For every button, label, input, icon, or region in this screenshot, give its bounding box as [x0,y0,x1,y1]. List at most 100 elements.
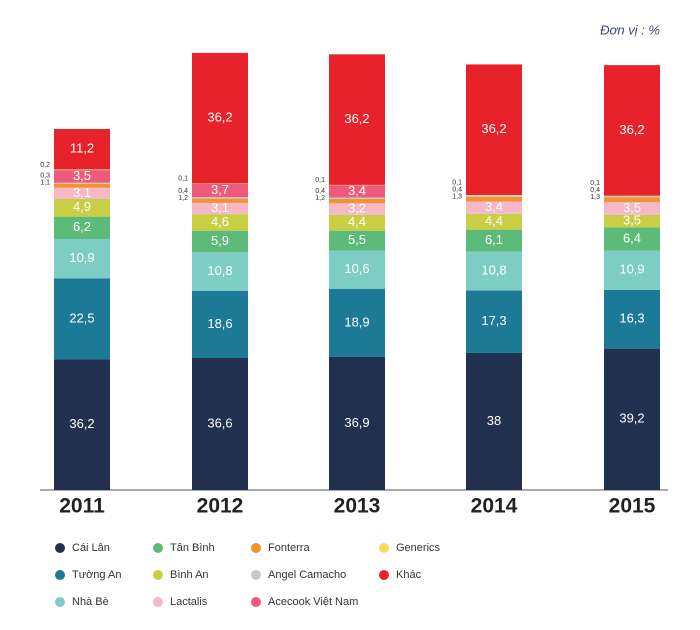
bar-segment [466,64,522,195]
value-label: 0,1 [178,176,188,183]
value-label: 36,2 [344,111,369,126]
bar-segment [329,203,385,215]
bar-segment [604,196,660,198]
bar-segment [604,197,660,203]
bar-segment [466,290,522,353]
legend-swatch [55,570,65,580]
bar-segment [192,183,248,198]
bar-segment [329,288,385,357]
value-label: 36,2 [69,416,94,431]
value-label: 4,9 [73,199,91,214]
bar-segment [604,227,660,251]
value-label: 0,4 [315,188,325,195]
legend-swatch [379,543,389,553]
legend-swatch [153,570,163,580]
value-label: 5,9 [211,233,229,248]
bar-segment [466,201,522,214]
legend-label: Lactalis [170,596,208,608]
x-tick-label: 2011 [59,495,105,518]
legend-swatch [251,570,261,580]
value-label: 1,3 [590,194,600,201]
value-label: 3,1 [73,185,91,200]
value-label: 0,1 [590,180,600,187]
value-label: 36,9 [344,415,369,430]
bar-segment [54,198,110,217]
value-label: 6,4 [623,230,641,245]
bar-segment [192,290,248,358]
value-label: 3,4 [348,183,366,198]
legend-label: Tân Bình [170,542,215,554]
value-label: 0,4 [178,188,188,195]
value-label: 6,2 [73,219,91,234]
bar-segment [54,359,110,490]
bar-segment [54,182,110,184]
value-label: 4,6 [211,214,229,229]
value-label: 0,2 [40,162,50,169]
value-label: 22,5 [69,310,94,325]
value-label: 11,2 [70,141,94,156]
value-label: 3,2 [348,200,366,215]
legend-swatch [55,543,65,553]
legend-label: Angel Camacho [268,569,346,581]
value-label: 3,1 [211,200,229,215]
bar-segment [54,216,110,239]
unit-label: Đơn vị : % [600,22,660,37]
value-label: 10,9 [69,250,94,265]
value-label: 36,2 [207,110,232,125]
legend-label: Fonterra [268,542,310,554]
bar-segment [466,195,522,197]
value-label: 1,1 [40,180,50,187]
value-label: 18,9 [344,314,369,329]
bar-segment [54,187,110,199]
value-label: 1,2 [315,195,325,202]
bar-segment [466,229,522,252]
value-label: 10,6 [344,261,369,276]
value-label: 36,2 [619,122,644,137]
bar-segment [192,198,248,203]
legend-swatch [153,543,163,553]
value-label: 38 [487,413,501,428]
value-label: 3,5 [73,168,91,183]
value-label: 1,3 [452,193,462,200]
bar-segment [329,54,385,185]
legend-swatch [55,597,65,607]
legend-swatch [251,543,261,553]
value-label: 10,8 [207,263,232,278]
value-label: 16,3 [619,311,644,326]
value-label: 4,4 [348,214,366,229]
bar-segment [54,128,110,170]
value-label: 36,6 [207,415,232,430]
value-label: 39,2 [619,411,644,426]
value-label: 17,3 [481,313,506,328]
x-tick-label: 2013 [334,495,381,518]
legend-label: Khác [396,569,422,581]
legend-label: Nhà Bè [72,596,109,608]
bar-segment [604,65,660,196]
bar-segment [604,348,660,490]
value-label: 5,5 [348,232,366,247]
bar-segment [192,52,248,184]
bar-segment [466,251,522,291]
value-label: 0,4 [590,187,600,194]
bar-segment [466,196,522,202]
bar-segment [466,213,522,230]
bar-segment [192,197,248,199]
legend-swatch [153,597,163,607]
value-label: 4,4 [485,213,503,228]
bar-segment [329,197,385,199]
legend-label: Generics [396,542,441,554]
bar-segment [604,289,660,349]
value-label: 36,2 [481,121,506,136]
value-label: 0,4 [452,186,462,193]
bar-segment [192,230,248,252]
bar-segment [466,352,522,490]
bar-segment [54,169,110,171]
x-tick-label: 2014 [471,495,518,518]
x-tick-label: 2012 [197,495,244,518]
value-label: 3,5 [623,200,641,215]
bar-segment [192,358,248,490]
bar-segment [604,202,660,215]
value-label: 6,1 [485,232,503,247]
value-label: 0,1 [452,179,462,186]
value-label: 10,8 [481,263,506,278]
